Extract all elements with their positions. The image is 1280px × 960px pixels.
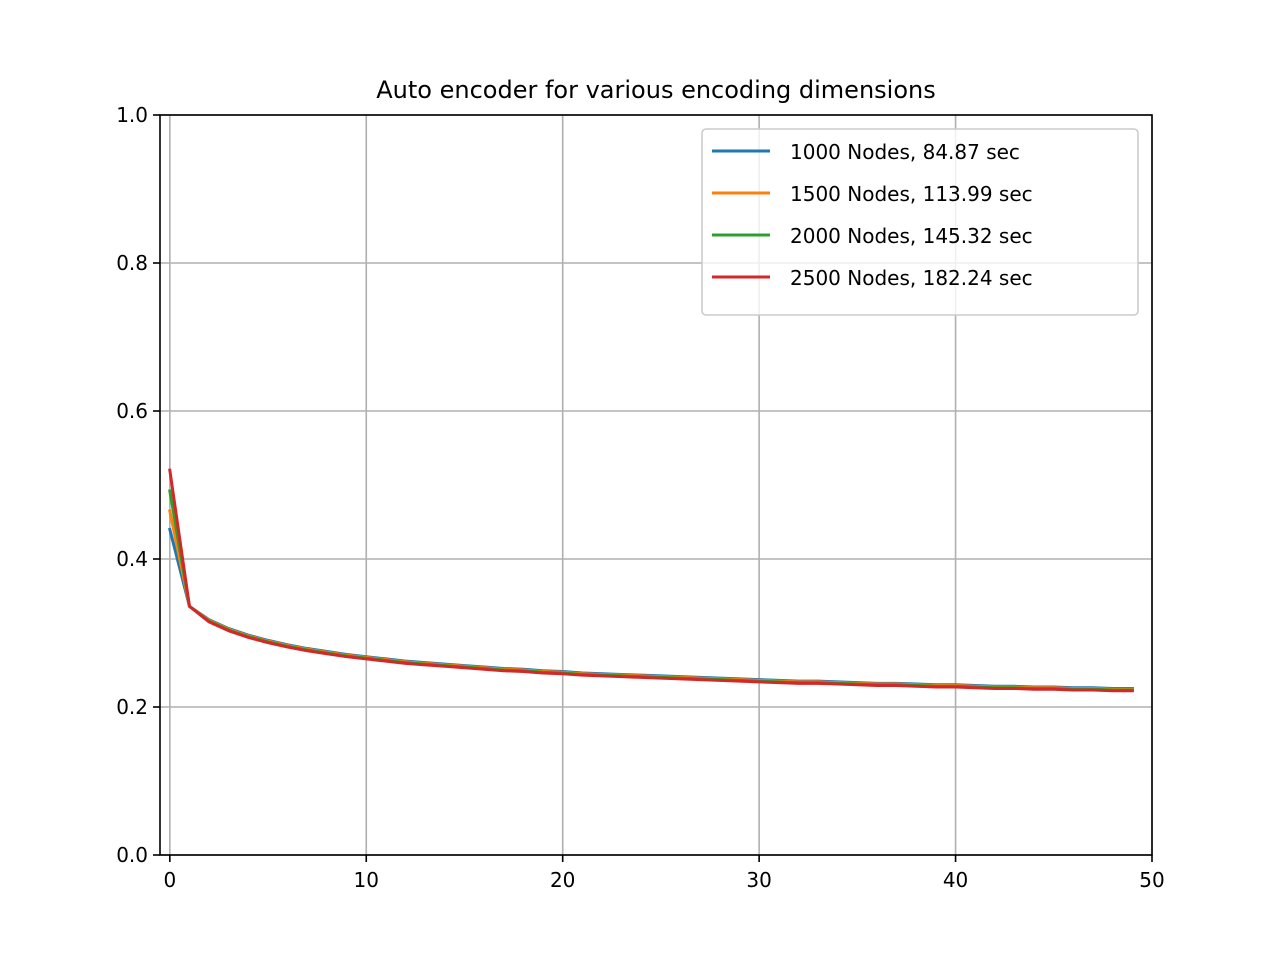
legend-label-1500: 1500 Nodes, 113.99 sec [790,182,1033,206]
y-tick-label: 0.6 [116,399,148,423]
y-tick-label: 0.2 [116,695,148,719]
y-tick-label: 0.8 [116,251,148,275]
y-tick-label: 1.0 [116,103,148,127]
x-tick-label: 30 [746,868,771,892]
x-tick-label: 20 [550,868,575,892]
legend-box [701,128,1139,316]
legend-label-1000: 1000 Nodes, 84.87 sec [790,140,1020,164]
x-tick-label: 0 [163,868,176,892]
axis-ticks: 0 10 20 30 40 50 0.0 0.2 0.4 0.6 0.8 1.0 [116,103,1165,892]
series-line-2500 [168,468,1134,693]
y-tick-label: 0.4 [116,547,148,571]
legend-label-2500: 2500 Nodes, 182.24 sec [790,266,1033,290]
legend-label-2000: 2000 Nodes, 145.32 sec [790,224,1033,248]
legend: 1000 Nodes, 84.87 sec 1500 Nodes, 113.99 … [701,128,1139,316]
x-tick-label: 50 [1139,868,1164,892]
x-tick-label: 10 [354,868,379,892]
chart-title: Auto encoder for various encoding dimens… [376,76,935,104]
x-tick-label: 40 [943,868,968,892]
axes-frame [159,114,1153,856]
y-tick-label: 0.0 [116,843,148,867]
series-lines [167,468,1134,693]
